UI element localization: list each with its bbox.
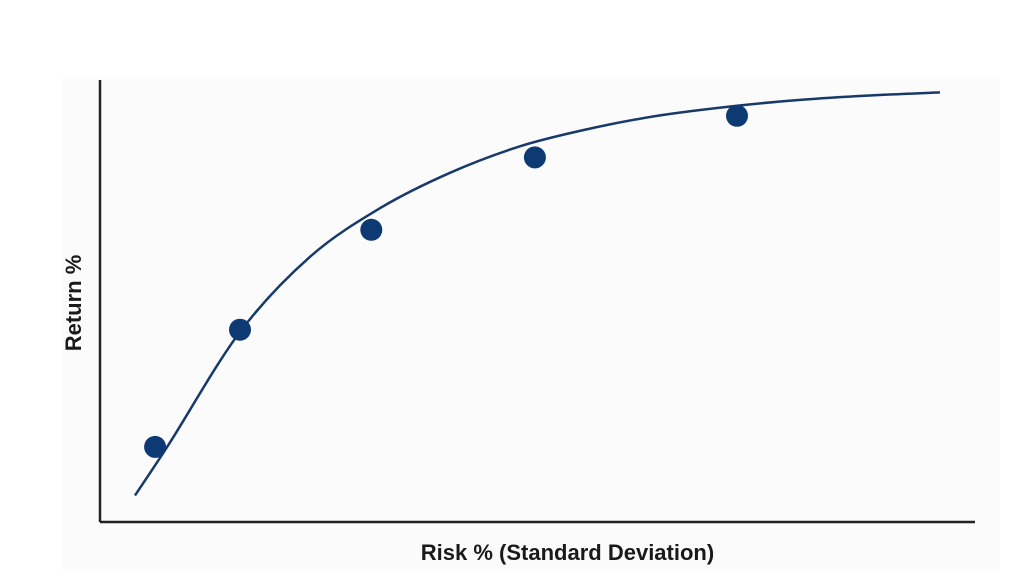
portfolio-point	[229, 318, 251, 341]
portfolio-point	[144, 435, 167, 458]
portfolio-point	[523, 146, 546, 169]
portfolio-point	[360, 218, 383, 241]
portfolio-points	[144, 104, 748, 458]
x-axis-label: Risk % (Standard Deviation)	[421, 540, 714, 565]
portfolio-point	[726, 104, 748, 127]
y-axis-label: Return %	[61, 255, 86, 352]
